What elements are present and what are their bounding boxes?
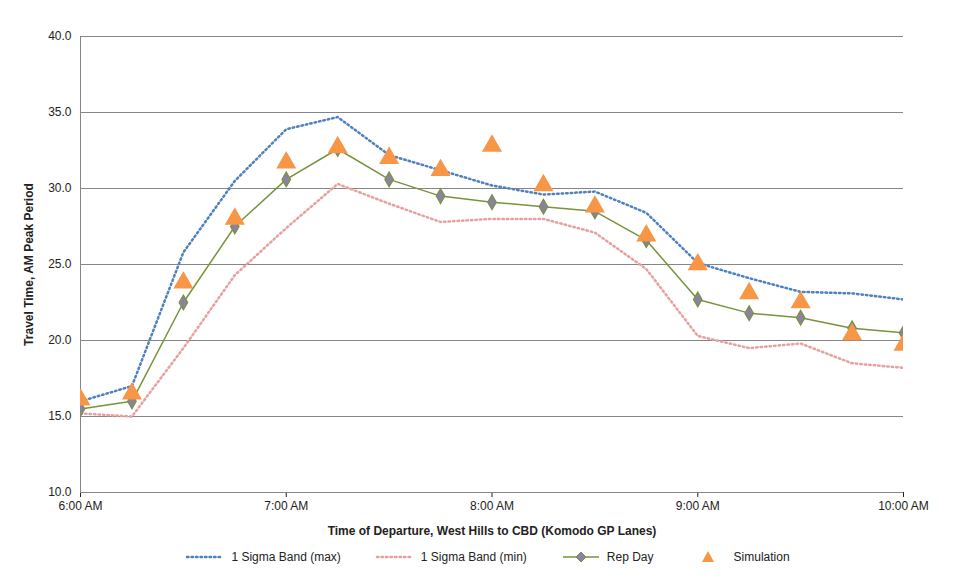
html-text:Rep Day: Rep Day	[606, 550, 654, 564]
html-text:1 Sigma Band (max): 1 Sigma Band (max)	[231, 550, 341, 564]
svg-text:30.0: 30.0	[48, 181, 72, 195]
svg-text:40.0: 40.0	[48, 29, 72, 43]
html-text:1 Sigma Band (min): 1 Sigma Band (min)	[420, 550, 527, 564]
svg-text:Travel Time, AM Peak Period: Travel Time, AM Peak Period	[22, 183, 36, 346]
svg-text:15.0: 15.0	[48, 409, 72, 423]
svg-text:8:00 AM: 8:00 AM	[470, 499, 514, 513]
svg-text:9:00 AM: 9:00 AM	[676, 499, 720, 513]
svg-text:35.0: 35.0	[48, 105, 72, 119]
svg-text:10.0: 10.0	[48, 485, 72, 499]
svg-text:25.0: 25.0	[48, 257, 72, 271]
html-text:Simulation: Simulation	[733, 550, 790, 564]
svg-text:7:00 AM: 7:00 AM	[264, 499, 308, 513]
svg-text:6:00 AM: 6:00 AM	[58, 499, 102, 513]
svg-text:10:00 AM: 10:00 AM	[878, 499, 929, 513]
svg-text:Time of Departure, West Hills: Time of Departure, West Hills to CBD (Ko…	[328, 524, 657, 538]
svg-text:20.0: 20.0	[48, 333, 72, 347]
